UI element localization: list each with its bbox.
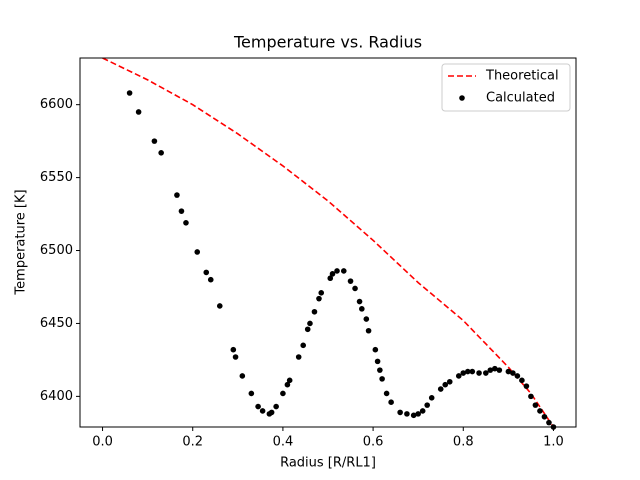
- data-point: [268, 409, 275, 416]
- data-point: [178, 208, 185, 214]
- data-point: [356, 298, 363, 305]
- x-axis-label: Radius [R/RL1]: [280, 456, 376, 471]
- data-point: [284, 381, 291, 388]
- data-point: [295, 354, 302, 360]
- data-point: [174, 192, 180, 198]
- data-point: [135, 109, 142, 115]
- data-point: [316, 295, 322, 302]
- data-point: [442, 381, 449, 388]
- data-point: [363, 316, 370, 322]
- x-tick-label: 0.0: [92, 435, 113, 450]
- data-point: [410, 412, 417, 419]
- data-point: [239, 373, 246, 379]
- data-point: [446, 378, 453, 385]
- data-point: [304, 326, 311, 333]
- data-point: [255, 403, 261, 410]
- theoretical-line: [102, 58, 555, 427]
- data-point: [514, 373, 521, 379]
- data-point: [424, 402, 431, 408]
- x-tick-label: 0.6: [363, 435, 384, 450]
- data-point: [505, 368, 512, 375]
- y-axis-label: Temperature [K]: [14, 189, 29, 295]
- data-point: [519, 377, 525, 384]
- y-tick-label: 6450: [40, 316, 73, 331]
- data-point: [492, 365, 498, 372]
- data-point: [483, 370, 489, 376]
- data-point: [340, 268, 347, 274]
- data-point: [334, 268, 340, 274]
- data-point: [372, 346, 379, 353]
- data-point: [259, 408, 266, 414]
- data-point: [365, 327, 372, 334]
- data-point: [203, 269, 210, 276]
- plot-frame: [79, 57, 577, 428]
- data-point: [510, 370, 516, 376]
- legend-label: Calculated: [486, 91, 555, 106]
- data-point: [248, 390, 255, 397]
- x-tick-label: 0.4: [273, 435, 294, 450]
- data-point: [541, 413, 548, 420]
- data-point: [194, 249, 201, 255]
- data-point: [347, 278, 354, 284]
- data-point: [318, 290, 325, 296]
- data-point: [415, 411, 421, 417]
- legend-swatch: [459, 95, 465, 101]
- y-tick-label: 6400: [40, 389, 73, 404]
- data-point: [327, 275, 334, 282]
- chart-title: Temperature vs. Radius: [233, 33, 422, 52]
- data-point: [300, 342, 307, 349]
- y-tick-label: 6600: [40, 97, 73, 112]
- data-point: [151, 138, 158, 144]
- data-point: [388, 399, 394, 406]
- data-point: [359, 306, 365, 312]
- data-point: [126, 90, 133, 96]
- data-point: [532, 402, 539, 408]
- data-point: [476, 370, 482, 376]
- data-point: [329, 271, 336, 277]
- data-point: [383, 390, 390, 397]
- data-point: [207, 276, 214, 283]
- data-point: [428, 395, 435, 401]
- data-point: [487, 367, 494, 373]
- data-point: [216, 303, 223, 309]
- data-point: [537, 408, 543, 414]
- x-tick-label: 1.0: [543, 435, 564, 450]
- legend-box: [441, 63, 571, 112]
- data-point: [286, 377, 293, 384]
- data-point: [460, 370, 467, 376]
- legend-label: Theoretical: [485, 69, 559, 84]
- data-point: [230, 346, 237, 353]
- y-tick-label: 6500: [40, 243, 73, 258]
- data-point: [469, 368, 476, 375]
- data-point: [377, 367, 383, 373]
- data-point: [352, 285, 358, 292]
- data-point: [379, 376, 385, 382]
- data-point: [419, 408, 426, 414]
- data-point: [158, 150, 164, 156]
- data-point: [455, 373, 462, 379]
- data-point: [464, 368, 471, 375]
- data-point: [437, 386, 444, 392]
- data-point: [232, 354, 239, 360]
- x-tick-label: 0.2: [182, 435, 203, 450]
- data-point: [404, 411, 410, 417]
- data-point: [311, 308, 318, 315]
- data-point: [496, 367, 503, 373]
- x-tick-label: 0.8: [453, 435, 474, 450]
- data-point: [374, 358, 381, 365]
- data-point: [280, 390, 286, 397]
- data-point: [183, 220, 189, 226]
- data-point: [528, 393, 534, 400]
- data-point: [523, 383, 530, 389]
- data-point: [307, 320, 313, 327]
- y-tick-label: 6550: [40, 170, 73, 185]
- data-point: [546, 419, 552, 426]
- data-point: [397, 409, 403, 416]
- data-point: [273, 403, 279, 410]
